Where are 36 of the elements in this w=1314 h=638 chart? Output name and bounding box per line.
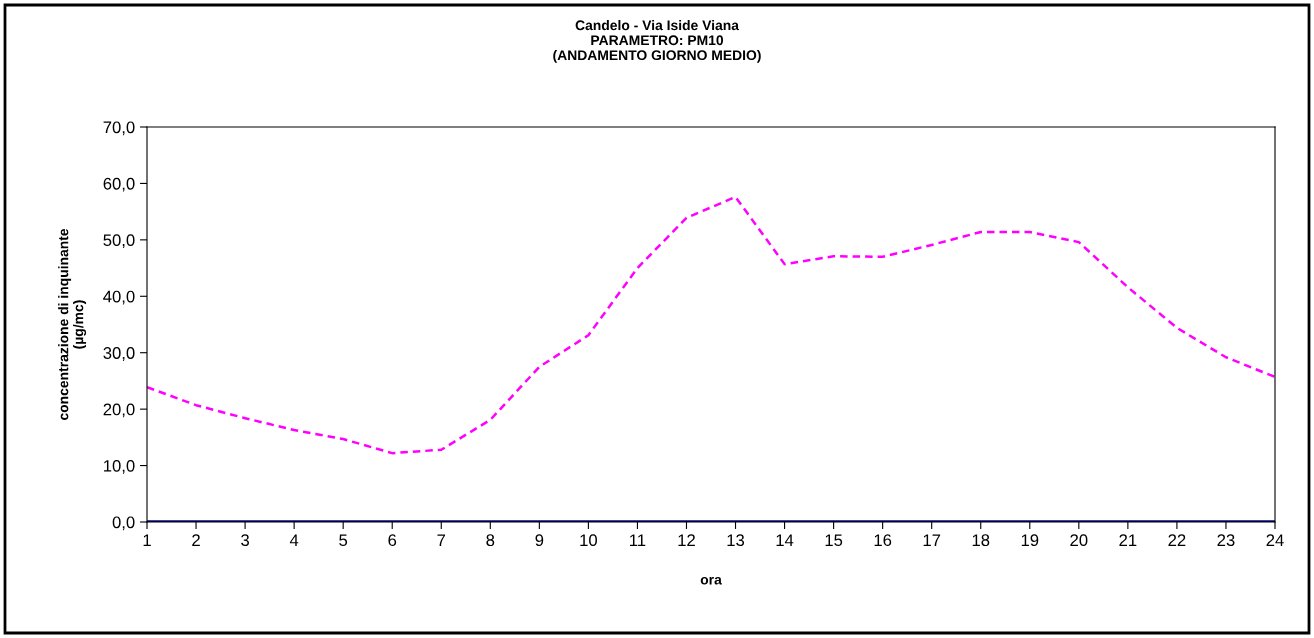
y-tick-label: 60,0: [103, 177, 135, 192]
x-tick-label: 24: [1266, 534, 1284, 546]
chart-title: Candelo - Via Iside Viana PARAMETRO: PM10 (ANDAMENTO GIORNO MEDIO): [553, 20, 761, 63]
y-tick-label: 40,0: [103, 290, 135, 305]
x-tick-label: 1: [143, 534, 151, 546]
x-tick-label: 14: [776, 534, 794, 546]
x-tick-label: 9: [535, 534, 544, 547]
x-tick-label: 19: [1021, 534, 1039, 547]
x-tick-label: 22: [1168, 534, 1186, 546]
x-tick-label: 8: [486, 534, 495, 547]
y-tick-label: 20,0: [103, 403, 135, 418]
y-tick-label: 50,0: [103, 234, 135, 249]
y-tick-label: 0,0: [112, 516, 135, 531]
x-tick-label: 18: [972, 534, 990, 547]
y-tick-label: 30,0: [103, 347, 135, 361]
x-tick-label: 17: [923, 534, 941, 546]
x-tick-label: 13: [727, 534, 745, 547]
y-tick-label: 70,0: [103, 121, 135, 136]
x-tick-label: 3: [241, 534, 249, 547]
x-tick-label: 2: [192, 534, 200, 546]
x-tick-label: 11: [630, 534, 646, 546]
x-tick-label: 15: [825, 534, 843, 547]
y-tick-label: 10,0: [104, 459, 135, 474]
line-series: [147, 195, 1275, 455]
x-tick-label: 6: [388, 534, 397, 547]
y-axis-title: concentrazione di inquinante (µg/mc): [58, 228, 87, 421]
x-tick-label: 4: [289, 534, 299, 546]
x-tick-label: 16: [874, 534, 892, 547]
x-axis-title: ora: [700, 576, 722, 585]
x-tick-label: 20: [1070, 534, 1088, 547]
x-tick-label: 21: [1119, 534, 1137, 546]
x-tick-label: 12: [678, 534, 695, 546]
x-tick-label: 7: [437, 534, 446, 546]
x-tick-label: 10: [580, 534, 598, 547]
x-tick-label: 5: [339, 534, 348, 547]
x-tick-label: 23: [1217, 534, 1235, 547]
